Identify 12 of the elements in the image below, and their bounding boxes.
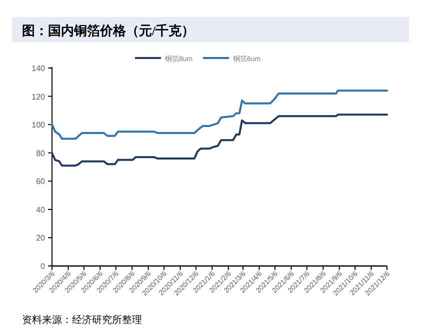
y-tick-label: 140 <box>32 64 46 73</box>
text: 资料来源：经济研究所整理 <box>22 314 142 326</box>
chart-title: 图：国内铜箔价格（元/千克） <box>22 23 195 38</box>
y-tick-label: 100 <box>32 120 46 130</box>
y-tick-label: 40 <box>36 205 46 214</box>
y-tick-label: 20 <box>36 234 46 243</box>
y-tick-label: 0 <box>40 262 46 271</box>
line-series <box>51 90 388 140</box>
line-series <box>51 114 388 167</box>
y-tick-label: 120 <box>32 92 46 102</box>
y-tick-label: 80 <box>36 148 46 158</box>
y-tick-label: 60 <box>36 177 46 186</box>
